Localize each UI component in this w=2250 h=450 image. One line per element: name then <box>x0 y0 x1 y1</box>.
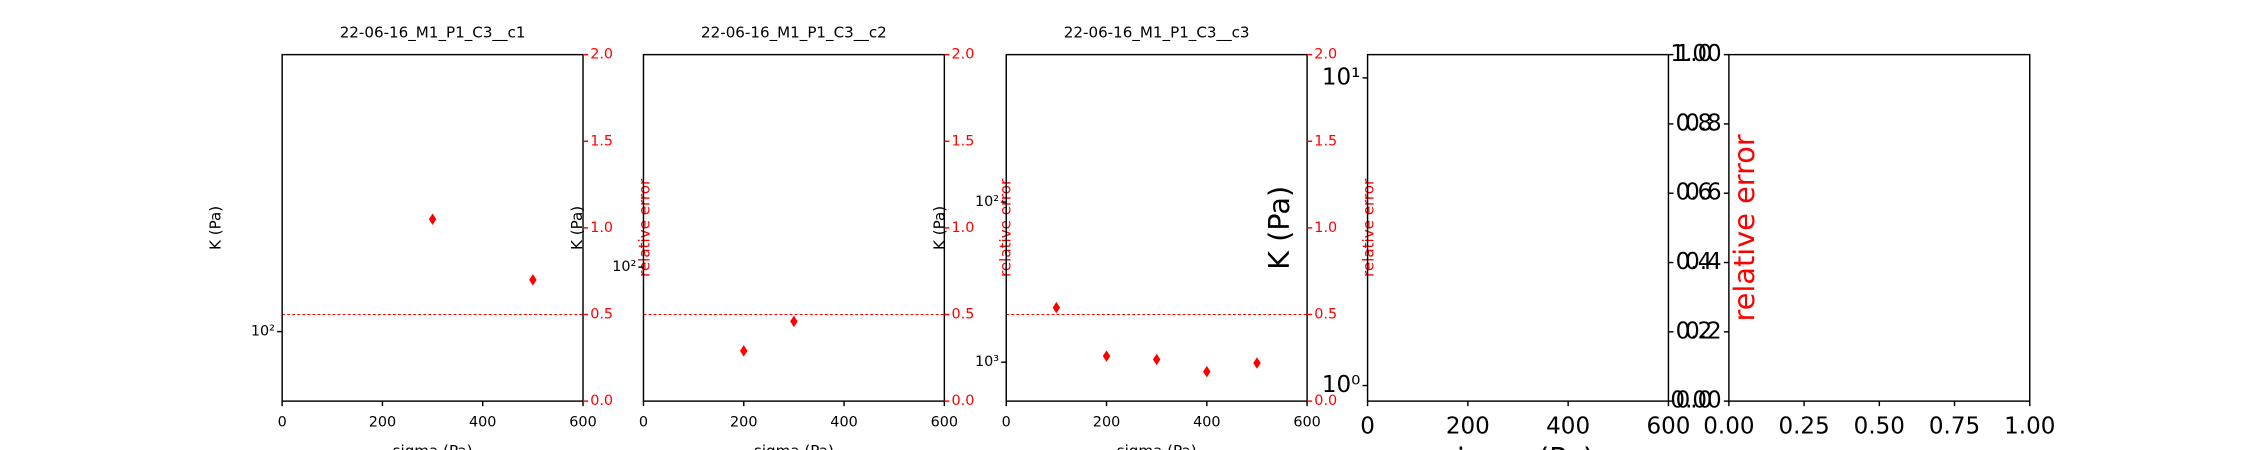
y2-axis-label: relative error <box>1727 134 1761 321</box>
y2-tick-label: 1.5 <box>590 133 613 149</box>
y2-tick-label: 0.2 <box>1676 318 1713 344</box>
y-tick-label: 0.4 <box>1685 249 1722 275</box>
x-tick-label: 0.00 <box>1703 414 1754 440</box>
subplot: 0 200 400 600 10² 0.0 0.5 1.0 1.5 2.0 22-06-16_M1_… <box>206 24 653 450</box>
x-tick-label: 400 <box>469 415 496 431</box>
x-tick-label: 600 <box>1646 414 1690 440</box>
x-tick-label: 0.25 <box>1778 414 1829 440</box>
data-point <box>1253 357 1261 369</box>
x-tick-label: 400 <box>1193 415 1220 431</box>
x-tick-label: 1.00 <box>2004 414 2055 440</box>
x-axis-label: sigma (Pa) <box>393 442 473 450</box>
x-tick-label: 600 <box>1293 415 1320 431</box>
y2-axis-label: relative error <box>635 178 653 277</box>
y2-tick-label: 0.6 <box>1676 180 1713 206</box>
subplot-title: 22-06-16_M1_P1_C3__c3 <box>1064 24 1250 43</box>
y2-tick-label: 0.5 <box>590 307 613 323</box>
x-axis-label: sigma (Pa) <box>754 442 834 450</box>
x-tick-label: 200 <box>1446 414 1490 440</box>
y2-tick-label: 2.0 <box>1314 47 1337 63</box>
y2-tick-label: 2.0 <box>590 47 613 63</box>
y2-tick-label: 1.0 <box>952 220 975 236</box>
y2-tick-label: 0.0 <box>1314 393 1337 409</box>
data-point <box>790 315 798 328</box>
x-tick-label: 200 <box>1093 415 1120 431</box>
subplot-title: 22-06-16_M1_P1_C3__c2 <box>701 24 887 43</box>
subplot: 0 200 400 600 10² 10³ 0.0 0.5 1.0 1.5 2.0 22-06-16_… <box>931 24 1378 450</box>
y2-tick-label: 1.5 <box>952 133 975 149</box>
data-point <box>428 213 437 225</box>
subplot: 0 200 400 600 10⁰ 10¹ 0.0 0.2 0.4 0.6 0.8 1.0 sigma … <box>1262 41 1761 450</box>
x-tick-label: 0 <box>1002 415 1011 431</box>
y-tick-label: 1.00 <box>1670 41 1721 67</box>
x-tick-label: 400 <box>1546 414 1590 440</box>
data-point <box>1102 350 1111 362</box>
y2-tick-label: 2.0 <box>952 47 975 63</box>
y2-tick-label: 1.0 <box>1314 220 1337 236</box>
data-point <box>1052 301 1061 314</box>
x-tick-label: 200 <box>369 415 396 431</box>
y-tick-label: 10² <box>251 324 275 340</box>
data-point <box>1203 365 1211 378</box>
y2-tick-label: 1.0 <box>1676 41 1713 67</box>
y2-tick-label: 0.0 <box>952 393 975 409</box>
x-tick-label: 0.75 <box>1929 414 1980 440</box>
x-axis-label: sigma (Pa) <box>1117 442 1197 450</box>
x-tick-label: 600 <box>931 415 958 431</box>
y-tick-label: 0.8 <box>1685 110 1722 136</box>
y-tick-label: 10⁰ <box>1322 372 1361 398</box>
y-tick-label: 10³ <box>975 354 999 370</box>
y-tick-label: 0.6 <box>1685 180 1722 206</box>
y-tick-label: 10¹ <box>1322 64 1361 90</box>
subplot: 0.00 0.25 0.50 0.75 1.00 0.00 0.2 0.4 0.6 0.8 1.00 <box>1670 41 2055 439</box>
y-axis-label: K (Pa) <box>931 206 949 250</box>
y2-tick-label: 0.8 <box>1676 110 1713 136</box>
x-axis-label: sigma (Pa) <box>1442 441 1594 450</box>
x-tick-label: 0 <box>639 415 648 431</box>
y-axis-label: K (Pa) <box>1262 186 1296 270</box>
axes-frame <box>1728 53 2031 402</box>
y2-tick-label: 0.5 <box>952 307 975 323</box>
y-tick-label: 10² <box>975 194 999 210</box>
data-point <box>1152 353 1161 366</box>
y2-tick-label: 0.0 <box>1676 388 1713 414</box>
axes-frame <box>1366 53 1670 402</box>
y-tick-label: 10² <box>612 259 636 275</box>
y2-tick-label: 1.5 <box>1314 133 1337 149</box>
x-tick-label: 0 <box>1360 414 1375 440</box>
data-point <box>529 274 537 286</box>
y-tick-label: 0.2 <box>1685 318 1722 344</box>
y2-tick-label: 0.4 <box>1676 249 1713 275</box>
y-tick-label: 0.00 <box>1670 388 1721 414</box>
axes-frame <box>281 53 584 402</box>
y-axis-label: K (Pa) <box>568 206 586 250</box>
y-axis-label: K (Pa) <box>206 206 224 250</box>
y2-tick-label: 1.0 <box>590 220 613 236</box>
axes-frame <box>642 53 946 402</box>
y2-tick-label: 0.5 <box>1314 307 1337 323</box>
subplot-title: 22-06-16_M1_P1_C3__c1 <box>340 24 526 43</box>
x-tick-label: 400 <box>830 415 857 431</box>
data-point <box>740 345 748 357</box>
y2-tick-label: 0.0 <box>590 393 613 409</box>
x-tick-label: 600 <box>569 415 596 431</box>
x-tick-label: 200 <box>730 415 757 431</box>
x-tick-label: 0.50 <box>1854 414 1905 440</box>
y2-axis-label: relative error <box>1359 178 1377 277</box>
x-tick-label: 0 <box>278 415 287 431</box>
